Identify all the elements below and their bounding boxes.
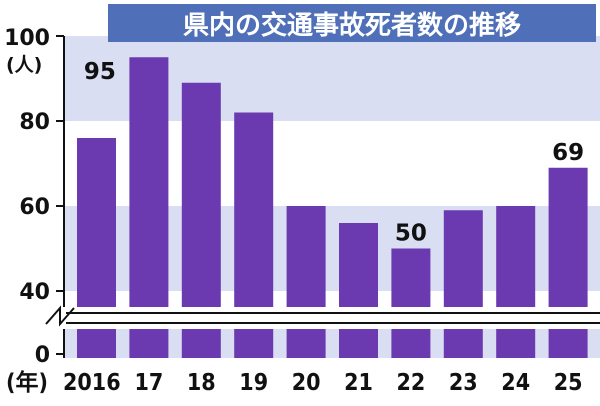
x-tick-25: 25 [554,370,583,396]
data-labels: 95 50 69 [84,59,584,247]
data-label-22: 50 [395,221,427,247]
y-ticks: 100 80 60 40 0 [4,26,64,368]
axis-break [40,305,600,329]
x-tick-24: 24 [501,370,530,396]
x-tick-19: 19 [239,370,268,396]
y-tick-40: 40 [19,280,50,305]
x-tick-21: 21 [344,370,373,396]
bar-23 [443,210,483,358]
y-tick-100: 100 [4,26,50,51]
x-tick-22: 22 [397,370,426,396]
bar-25 [548,167,588,358]
x-tick-2016: 2016 [63,370,121,396]
y-tick-80: 80 [19,110,50,135]
y-tick-0: 0 [35,343,50,368]
x-tick-17: 17 [135,370,164,396]
title-background [108,4,596,42]
bar-22 [391,248,431,358]
x-tick-18: 18 [187,370,216,396]
y-axis-unit: (人) [6,54,42,76]
chart-title: 県内の交通事故死者数の推移 [183,10,521,41]
x-tick-23: 23 [449,370,478,396]
data-label-25: 69 [552,140,584,166]
bar-20 [286,206,326,358]
bar-21 [339,223,378,358]
data-label-17: 95 [84,59,116,85]
x-tick-20: 20 [292,370,321,396]
x-ticks: 2016 17 18 19 20 21 22 23 24 25 [63,370,582,396]
y-tick-60: 60 [19,195,50,220]
x-axis-unit: (年) [6,369,48,396]
bar-24 [496,206,536,358]
